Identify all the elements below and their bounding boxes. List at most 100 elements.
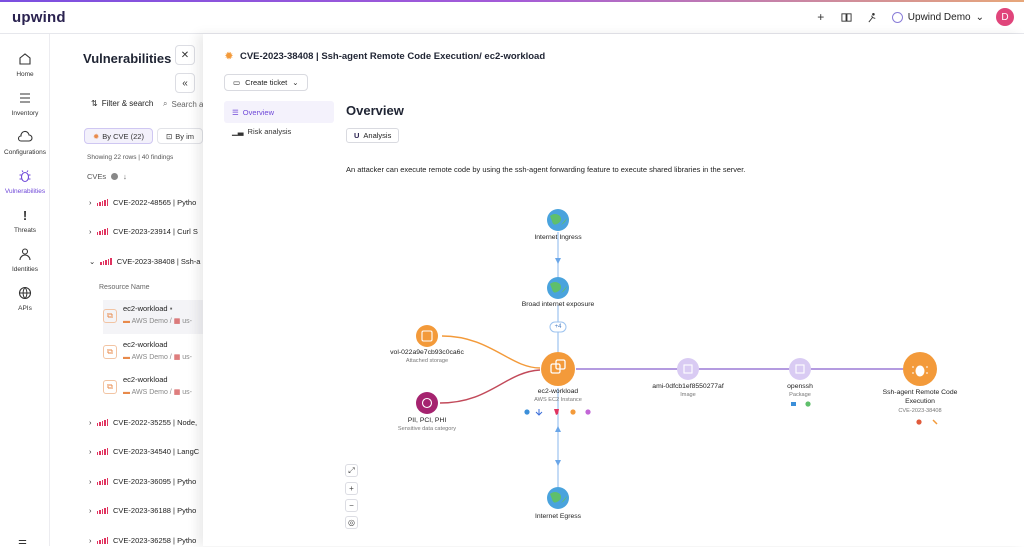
sidebar-item-home[interactable]: Home	[0, 50, 50, 78]
plus-badge-label[interactable]: +4	[554, 324, 562, 330]
table-row[interactable]: › CVE-2023-23914 | Curl S	[89, 227, 198, 236]
org-icon	[891, 11, 903, 23]
aws-icon: ▬	[123, 389, 130, 396]
sidebar-item-label: Home	[16, 71, 34, 78]
vulnerability-icon: ✹	[225, 51, 233, 62]
collapse-button[interactable]: «	[175, 73, 195, 93]
tab-label: By im	[175, 131, 195, 141]
chevron-right-icon: ›	[89, 198, 92, 207]
target-icon: ◎	[348, 518, 355, 527]
search-input[interactable]: ⌕ Search a	[163, 99, 204, 109]
severity-icon	[96, 537, 108, 544]
sidebar-item-apis[interactable]: APIs	[0, 284, 50, 312]
chevron-right-icon: ›	[89, 227, 92, 236]
table-row[interactable]: › CVE-2022-48565 | Pytho	[89, 198, 196, 207]
sidebar-item-label: APIs	[18, 305, 32, 312]
tab-by-cve[interactable]: ✹ By CVE (22)	[84, 128, 153, 144]
org-switcher[interactable]: Upwind Demo ⌄	[891, 11, 984, 23]
zoom-in-button[interactable]: +	[345, 482, 358, 495]
plus-icon[interactable]: +	[817, 10, 825, 24]
node-label: Internet Egress	[534, 513, 582, 520]
table-row[interactable]: › CVE-2023-36095 | Pytho	[89, 477, 196, 486]
sidebar-item-label: Identities	[11, 266, 39, 273]
severity-icon	[96, 419, 108, 426]
node-sublabel: Image	[680, 392, 696, 398]
us-flag-icon: ▦	[173, 354, 181, 361]
image-icon: ⊡	[165, 131, 173, 141]
resource-name: ec2-workload ▪	[123, 304, 173, 313]
filter-icon: ⇅	[91, 99, 98, 108]
cves-header-label: CVEs	[87, 172, 107, 181]
bug-icon	[16, 167, 34, 185]
row-label: CVE-2022-35255 | Node,	[113, 418, 198, 427]
row-label: CVE-2023-34540 | LangC	[113, 447, 200, 456]
expand-icon: ⤢	[348, 465, 355, 475]
vulnerability-list-pane: Vulnerabilities ✕ « ⇅ Filter & search ⌕ …	[51, 34, 211, 546]
node-label: PII, PCI, PHI	[407, 417, 447, 424]
upwind-logo[interactable]: upwind	[12, 9, 66, 26]
table-row[interactable]: › CVE-2022-35255 | Node,	[89, 418, 197, 427]
node-label: Ssh-agent Remote Code	[882, 389, 958, 396]
detail-title-text: CVE-2023-38408 | Ssh-agent Remote Code E…	[239, 51, 546, 62]
ec2-icon: ⧉	[103, 380, 117, 394]
filter-search-button[interactable]: ⇅ Filter & search	[91, 99, 153, 108]
analysis-label: Analysis	[363, 131, 392, 140]
top-bar: upwind + Upwind Demo ⌄ D	[0, 0, 1024, 34]
list-item[interactable]: ⧉ ec2-workload ▪ ▬ AWS Demo / ▦ us-	[103, 300, 211, 334]
tab-by-image[interactable]: ⊡ By im	[156, 128, 204, 144]
sidebar-item-identities[interactable]: Identities	[0, 245, 50, 273]
node-sublabel: Package	[789, 392, 811, 398]
book-icon[interactable]	[840, 10, 854, 24]
close-icon: ✕	[180, 49, 190, 61]
sidebar-item-vulnerabilities[interactable]: Vulnerabilities	[0, 167, 50, 195]
avatar[interactable]: D	[996, 8, 1014, 26]
tab-overview-label: Overview	[242, 107, 274, 117]
analysis-button[interactable]: U Analysis	[346, 128, 400, 143]
chevron-down-icon: ⌄	[89, 257, 96, 266]
settings-sliders-icon[interactable]: ⚌	[18, 536, 27, 547]
list-item[interactable]: ⧉ ec2-workload ▬ AWS Demo / ▦ us-	[103, 371, 211, 405]
vulnerability-description: An attacker can execute remote code by u…	[346, 165, 746, 174]
fit-view-button[interactable]: ⤢	[345, 464, 358, 477]
node-label: ami-0dfcb1ef8550277af	[652, 383, 724, 390]
node-label: Internet Ingress	[534, 234, 582, 241]
create-ticket-label: Create ticket	[245, 78, 288, 87]
tab-risk-analysis[interactable]: ▁▃ Risk analysis	[232, 127, 291, 136]
sidebar-item-inventory[interactable]: Inventory	[0, 89, 50, 117]
table-row[interactable]: › CVE-2023-36258 | Pytho	[89, 536, 196, 545]
us-flag-icon: ▦	[173, 389, 181, 396]
zoom-out-button[interactable]: −	[345, 499, 358, 512]
info-icon	[111, 173, 119, 180]
tab-overview[interactable]: ☰ Overview	[224, 101, 334, 123]
table-row[interactable]: › CVE-2023-36188 | Pytho	[89, 506, 196, 515]
center-view-button[interactable]: ◎	[345, 516, 358, 529]
close-button[interactable]: ✕	[175, 45, 195, 65]
aws-icon: ▬	[123, 354, 130, 361]
table-row[interactable]: ⌄ CVE-2023-38408 | Ssh-a	[89, 257, 200, 266]
node-label: vol-022a9e7cb93c0ca6c	[390, 349, 464, 356]
cloud-icon	[16, 128, 34, 146]
severity-icon	[100, 258, 112, 265]
resource-account: ▬ AWS Demo / ▦ us-	[123, 389, 193, 396]
create-ticket-button[interactable]: ▭ Create ticket ⌄	[224, 74, 308, 91]
chart-icon: ▁▃	[232, 127, 244, 136]
node-label: Broad internet exposure	[521, 301, 595, 308]
sidebar: Home Inventory Configurations Vulnerabil…	[0, 34, 50, 547]
cves-column-header[interactable]: CVEs ↓	[87, 172, 127, 181]
chevron-right-icon: ›	[89, 536, 92, 545]
user-icon	[16, 245, 34, 263]
filter-label: Filter & search	[101, 99, 154, 108]
node-label: openssh	[787, 383, 813, 390]
support-icon[interactable]	[866, 10, 880, 24]
severity-icon	[96, 507, 108, 514]
sidebar-item-threats[interactable]: ! Threats	[0, 206, 50, 235]
resource-account: ▬ AWS Demo / ▦ us-	[123, 318, 193, 325]
resource-name-header: Resource Name	[99, 284, 150, 291]
table-row[interactable]: › CVE-2023-34540 | LangC	[89, 447, 199, 456]
minus-icon: −	[349, 501, 354, 510]
group-by-tabs: ✹ By CVE (22) ⊡ By im	[84, 128, 204, 144]
sidebar-item-configurations[interactable]: Configurations	[0, 128, 50, 156]
severity-icon	[96, 478, 108, 485]
list-item[interactable]: ⧉ ec2-workload ▬ AWS Demo / ▦ us-	[103, 336, 211, 370]
resource-name: ec2-workload	[123, 375, 168, 384]
